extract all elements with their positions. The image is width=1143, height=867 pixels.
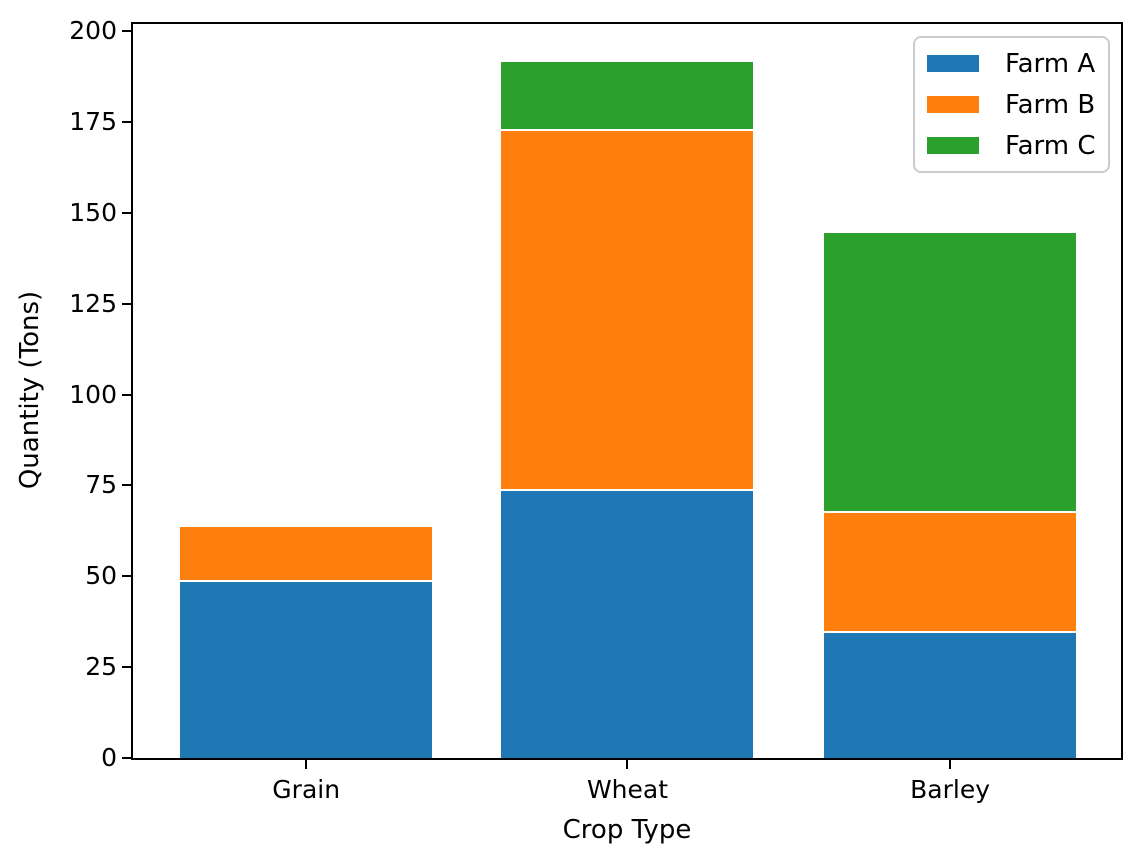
legend-swatch-farm-b bbox=[927, 96, 979, 113]
legend: Farm A Farm B Farm C bbox=[913, 36, 1110, 173]
legend-swatch-farm-a bbox=[927, 55, 979, 72]
x-tick-label-wheat: Wheat bbox=[586, 775, 669, 804]
y-tick-label: 75 bbox=[85, 470, 117, 500]
x-tick-label-grain: Grain bbox=[272, 775, 341, 804]
bar-segment-farm-a-barley bbox=[822, 630, 1079, 758]
x-tick-mark bbox=[305, 760, 308, 769]
bar-segment-farm-b-barley bbox=[822, 510, 1079, 631]
bar-segment-farm-b-grain bbox=[178, 525, 435, 580]
y-tick-label: 0 bbox=[101, 743, 117, 772]
y-tick-mark bbox=[122, 575, 131, 578]
y-tick-label: 200 bbox=[69, 16, 117, 46]
y-tick-mark bbox=[122, 121, 131, 124]
x-axis-label: Crop Type bbox=[562, 815, 692, 845]
legend-row: Farm C bbox=[915, 125, 1108, 166]
legend-label: Farm C bbox=[1005, 130, 1096, 161]
y-tick-label: 25 bbox=[85, 652, 117, 682]
x-tick-label-barley: Barley bbox=[910, 775, 990, 804]
y-tick-label: 100 bbox=[69, 379, 117, 409]
legend-row: Farm A bbox=[915, 43, 1108, 84]
y-tick-label: 125 bbox=[69, 288, 117, 318]
y-tick-mark bbox=[122, 211, 131, 214]
legend-label: Farm B bbox=[1005, 89, 1096, 120]
y-tick-label: 50 bbox=[85, 561, 117, 591]
y-tick-label: 175 bbox=[69, 107, 117, 137]
y-tick-mark bbox=[122, 484, 131, 487]
bar-segment-farm-c-barley bbox=[822, 231, 1079, 511]
legend-swatch-farm-c bbox=[927, 137, 979, 154]
bar-segment-farm-a-grain bbox=[178, 579, 435, 758]
bar-segment-farm-c-wheat bbox=[499, 60, 756, 130]
y-axis-label: Quantity (Tons) bbox=[15, 290, 45, 490]
legend-row: Farm B bbox=[915, 84, 1108, 125]
plot-area bbox=[131, 22, 1123, 760]
y-tick-mark bbox=[122, 30, 131, 33]
x-tick-mark bbox=[949, 760, 952, 769]
bar-segment-farm-a-wheat bbox=[499, 489, 756, 758]
y-tick-mark bbox=[122, 393, 131, 396]
legend-label: Farm A bbox=[1005, 48, 1096, 79]
bar-segment-farm-b-wheat bbox=[499, 129, 756, 490]
y-tick-mark bbox=[122, 757, 131, 759]
y-tick-label: 150 bbox=[69, 197, 117, 227]
y-tick-mark bbox=[122, 666, 131, 669]
x-tick-mark bbox=[626, 760, 629, 769]
y-tick-mark bbox=[122, 302, 131, 305]
